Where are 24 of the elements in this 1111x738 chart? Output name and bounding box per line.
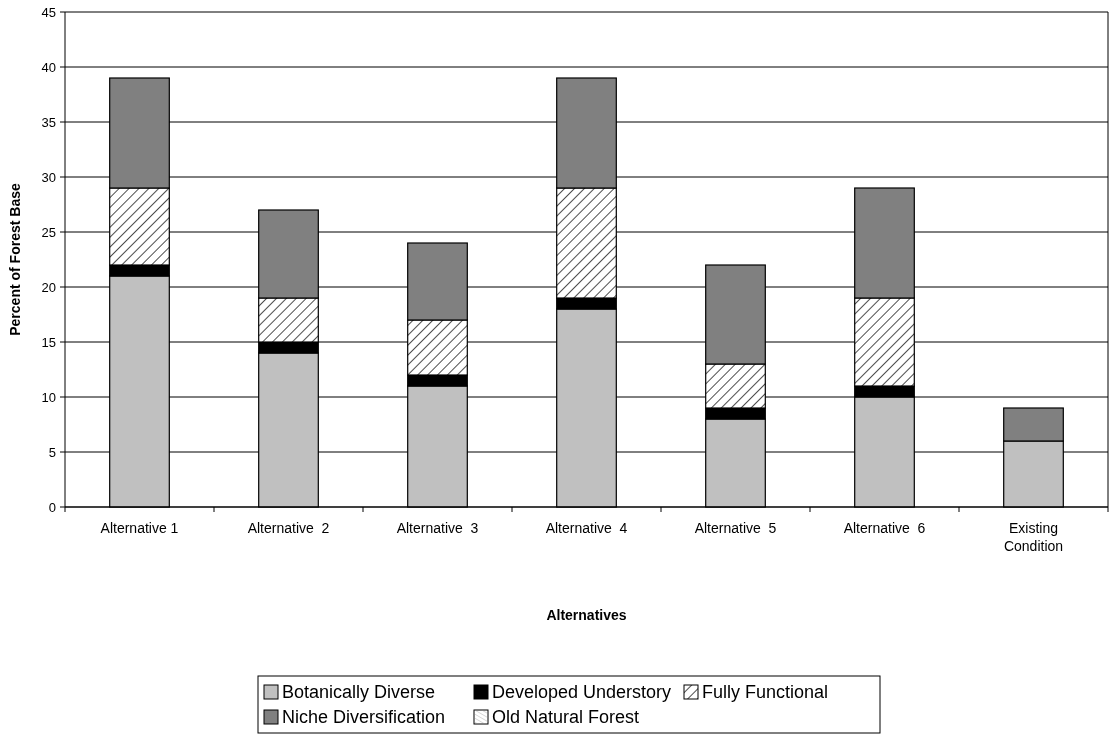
legend-label: Old Natural Forest [492, 707, 640, 728]
y-tick-label: 30 [41, 169, 56, 185]
x-tick-label: Alternative 3 [396, 520, 479, 536]
x-tick-label: Alternative 5 [694, 520, 777, 536]
y-tick-label: 5 [48, 444, 56, 460]
x-tick-label: Alternative 1 [100, 520, 179, 536]
y-tick-label: 0 [48, 499, 56, 515]
y-axis-title: Percent of Forest Base [7, 183, 23, 336]
y-tick-label: 45 [41, 4, 56, 20]
legend-label: Fully Functional [702, 682, 829, 703]
legend-label: Botanically Diverse [282, 682, 436, 703]
y-tick-label: 40 [41, 59, 56, 75]
y-tick-label: 20 [41, 279, 56, 295]
legend-label: Developed Understory [492, 682, 672, 703]
y-tick-label: 15 [41, 334, 56, 350]
y-tick-label: 10 [41, 389, 56, 405]
legend-label: Niche Diversification [282, 707, 446, 728]
x-tick-label: Existing Condition [1003, 520, 1064, 554]
x-tick-label: Alternative 4 [545, 520, 628, 536]
x-tick-label: Alternative 6 [843, 520, 926, 536]
y-tick-label: 25 [41, 224, 56, 240]
x-axis-title: Alternatives [546, 607, 627, 623]
x-tick-label: Alternative 2 [247, 520, 330, 536]
y-tick-label: 35 [41, 114, 56, 130]
